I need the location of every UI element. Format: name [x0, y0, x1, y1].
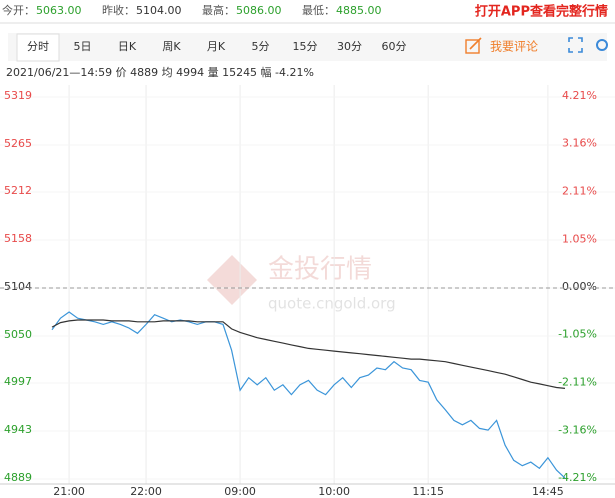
grid: [0, 85, 615, 484]
stat-value: 5104.00: [136, 4, 182, 17]
y2-tick-label: -1.05%: [558, 328, 597, 341]
tab[interactable]: 30分: [337, 40, 362, 53]
tab-selected: [16, 33, 60, 62]
x-tick-label: 09:00: [224, 485, 256, 498]
tab[interactable]: 5分: [252, 40, 270, 53]
comment-button[interactable]: 我要评论: [465, 37, 538, 54]
stat-value: 5063.00: [36, 4, 82, 17]
tab[interactable]: 周K: [162, 40, 181, 53]
y2-tick-label: 1.05%: [562, 232, 597, 245]
y-tick-label: 5158: [4, 232, 32, 245]
y-tick-label: 5265: [4, 137, 32, 150]
tab[interactable]: 5日: [74, 40, 92, 53]
settings-icon: [596, 39, 608, 51]
x-tick-label: 10:00: [318, 485, 350, 498]
stat-value: 4885.00: [336, 4, 382, 17]
watermark-url: quote.cngold.org: [268, 295, 396, 313]
fullscreen-icon: [568, 37, 583, 53]
info-line: 2021/06/21—14:59 价 4889 均 4994 量 15245 幅…: [6, 66, 314, 79]
x-tick-label: 21:00: [53, 485, 85, 498]
promo[interactable]: 打开APP查看完整行情: [475, 4, 608, 20]
y-tick-label: 4997: [4, 375, 32, 388]
y-tick-label: 4889: [4, 471, 32, 484]
series-line: [51, 311, 566, 479]
y-tick-label: 5319: [4, 89, 32, 102]
y2-tick-label: 0.00%: [562, 280, 597, 293]
y2-tick-label: -2.11%: [558, 376, 597, 389]
y2-tick-label: 4.21%: [562, 89, 597, 102]
stat-value: 5086.00: [236, 4, 282, 17]
comment-text[interactable]: 我要评论: [490, 40, 538, 54]
y-tick-label: 5050: [4, 328, 32, 341]
fullscreen-icon[interactable]: [568, 37, 583, 53]
tab[interactable]: 分时: [27, 40, 49, 53]
watermark: 金投行情 quote.cngold.org: [207, 255, 396, 313]
y2-tick-label: -3.16%: [558, 423, 597, 436]
y2-tick-label: -4.21%: [558, 471, 597, 484]
comment-icon: [465, 39, 480, 54]
stat-label: 最低：: [302, 4, 335, 17]
y-tick-label: 5104: [4, 280, 32, 293]
series-line: [51, 319, 566, 389]
y2-tick-label: 3.16%: [562, 137, 597, 150]
stat-label: 昨收：: [102, 3, 135, 17]
comment-icon: [469, 37, 482, 50]
y-tick-label: 4943: [4, 423, 32, 436]
x-tick-label: 11:15: [412, 485, 444, 498]
stat-label: 最高：: [202, 3, 235, 17]
tab-bar: [8, 33, 607, 61]
tab[interactable]: 60分: [382, 40, 407, 53]
tab[interactable]: 日K: [118, 40, 137, 53]
y2-tick-label: 2.11%: [562, 184, 597, 197]
tab[interactable]: 月K: [207, 40, 226, 53]
x-tick-label: 14:45: [532, 485, 564, 498]
settings-icon[interactable]: [596, 39, 608, 51]
watermark-title: 金投行情: [268, 255, 372, 285]
y-tick-label: 5212: [4, 184, 32, 197]
stat-label: 今开：: [2, 3, 35, 17]
watermark-logo: [207, 255, 257, 305]
x-tick-label: 22:00: [130, 485, 162, 498]
tab[interactable]: 15分: [293, 40, 318, 53]
